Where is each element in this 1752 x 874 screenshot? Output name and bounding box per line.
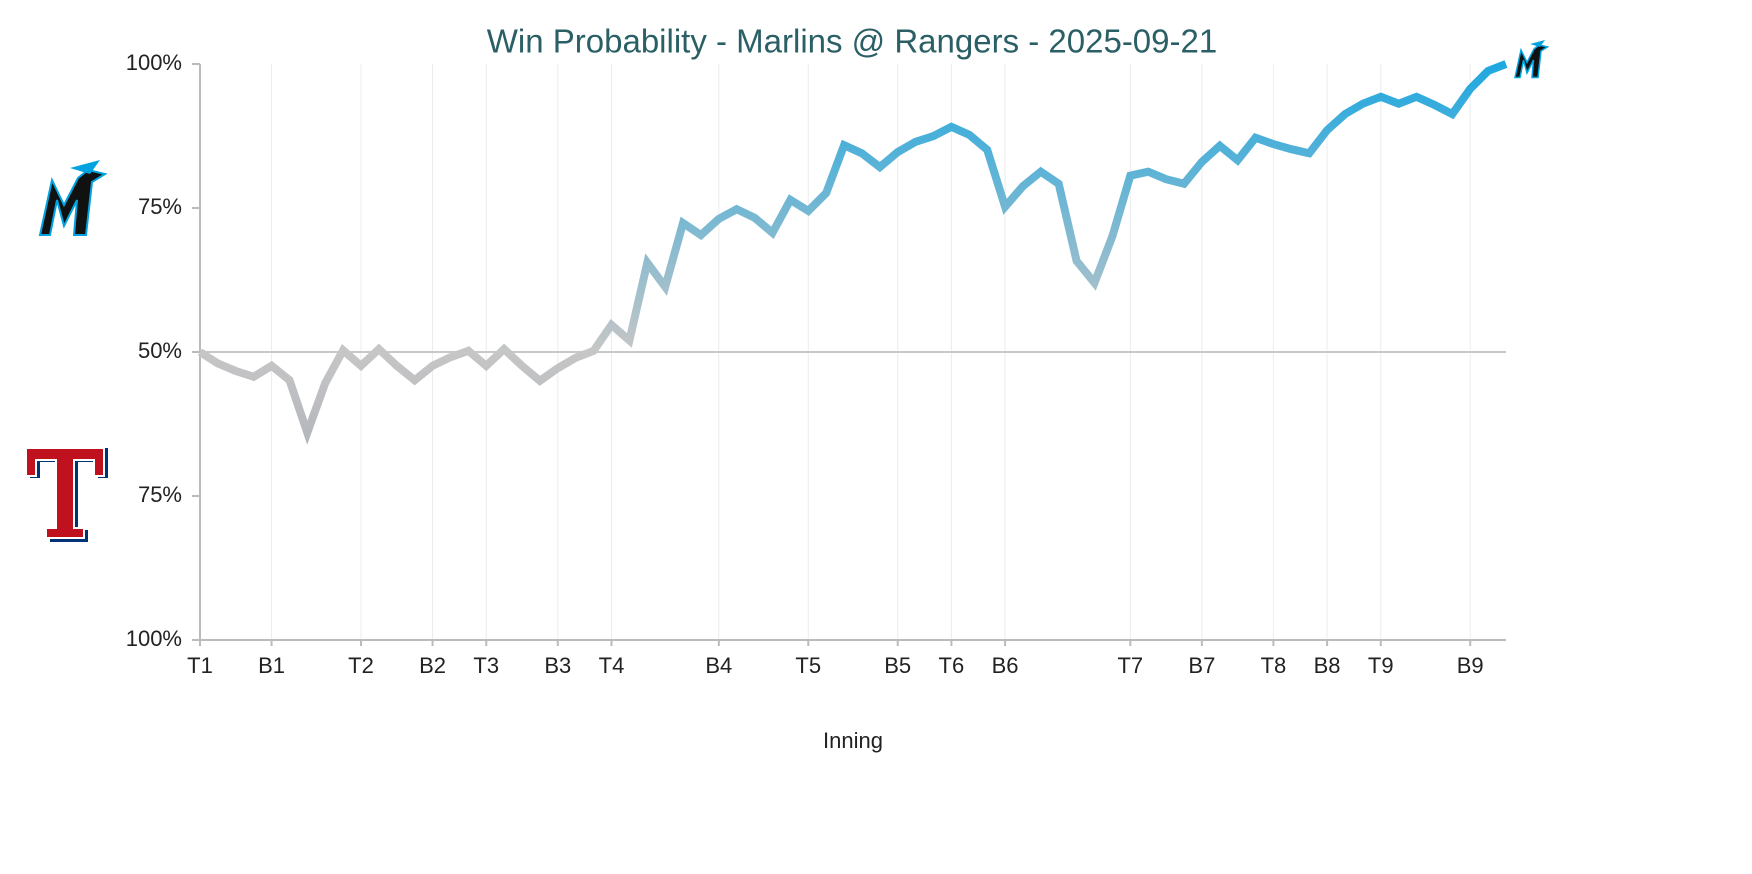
- marlins-logo-small: [1514, 40, 1550, 79]
- x-tick-label: B6: [992, 653, 1019, 678]
- x-tick-label: T5: [795, 653, 821, 678]
- x-tick-label: T4: [599, 653, 625, 678]
- chart-title: Win Probability - Marlins @ Rangers - 20…: [487, 23, 1217, 60]
- y-tick-label: 75%: [138, 194, 182, 219]
- x-axis-label: Inning: [823, 728, 883, 753]
- x-tick-label: B2: [419, 653, 446, 678]
- y-tick-label: 100%: [126, 626, 182, 651]
- win-probability-line: [197, 60, 1508, 445]
- x-tick-label: B5: [884, 653, 911, 678]
- x-tick-label: B9: [1457, 653, 1484, 678]
- x-tick-label: T1: [187, 653, 213, 678]
- rangers-logo: [25, 447, 108, 542]
- x-tick-label: B3: [544, 653, 571, 678]
- y-tick-label: 50%: [138, 338, 182, 363]
- marlins-logo: [38, 160, 108, 236]
- x-tick-label: T8: [1261, 653, 1287, 678]
- x-tick-label: B7: [1188, 653, 1215, 678]
- x-tick-label: T9: [1368, 653, 1394, 678]
- x-tick-label: T6: [939, 653, 965, 678]
- x-tick-label: T3: [473, 653, 499, 678]
- y-tick-label: 75%: [138, 482, 182, 507]
- x-tick-label: B1: [258, 653, 285, 678]
- x-tick-label: B8: [1314, 653, 1341, 678]
- x-tick-label: B4: [705, 653, 732, 678]
- x-tick-label: T2: [348, 653, 374, 678]
- y-tick-label: 100%: [126, 50, 182, 75]
- x-tick-label: T7: [1117, 653, 1143, 678]
